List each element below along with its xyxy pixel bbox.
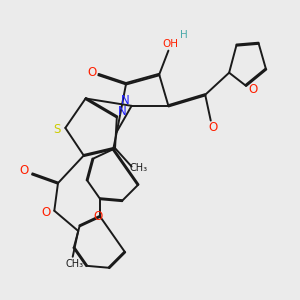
Text: O: O — [248, 83, 258, 96]
Text: H: H — [180, 30, 188, 40]
Text: O: O — [20, 164, 29, 177]
Text: O: O — [208, 121, 217, 134]
Text: CH₃: CH₃ — [65, 259, 84, 269]
Text: N: N — [118, 105, 127, 118]
Text: S: S — [54, 123, 61, 136]
Text: O: O — [42, 206, 51, 219]
Text: N: N — [121, 94, 129, 107]
Text: CH₃: CH₃ — [130, 164, 148, 173]
Text: O: O — [94, 210, 103, 223]
Text: OH: OH — [162, 39, 178, 49]
Text: O: O — [87, 66, 97, 79]
